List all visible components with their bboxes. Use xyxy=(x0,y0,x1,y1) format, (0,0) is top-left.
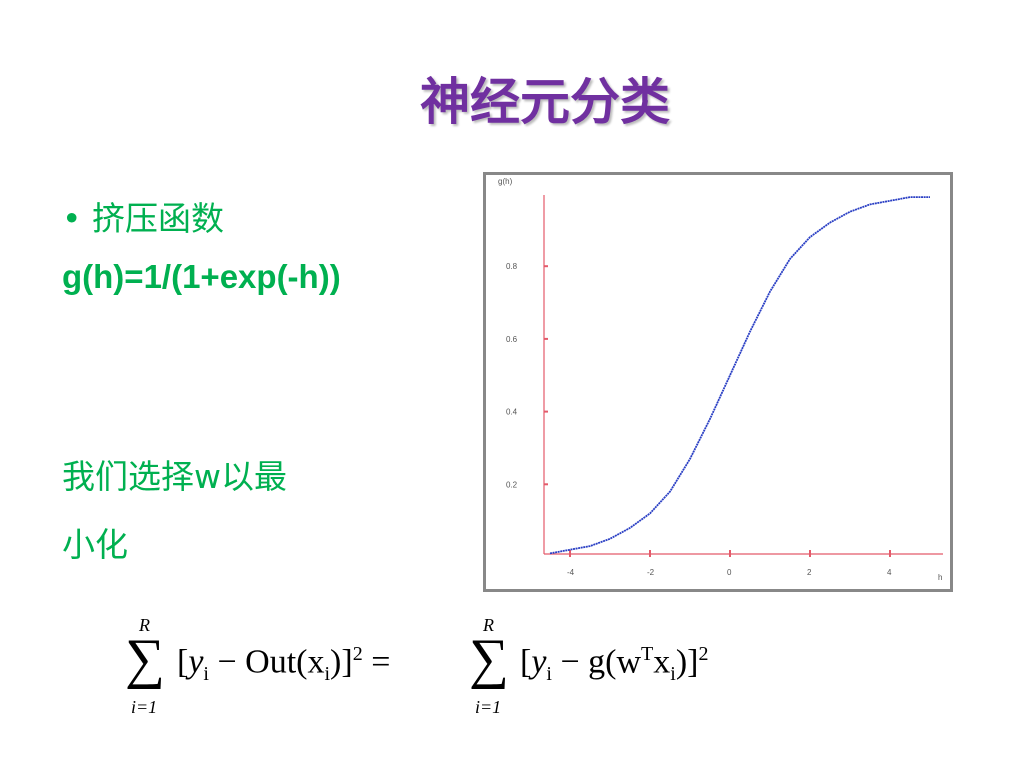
note-line: 小化 xyxy=(62,525,128,564)
x-tick-label: -2 xyxy=(647,568,655,577)
sum-lower: i=1 xyxy=(131,697,158,717)
y-tick-label: 0.2 xyxy=(506,480,518,489)
slide-title: 神经元分类 xyxy=(420,73,670,131)
eq-part: [ xyxy=(177,643,189,681)
x-tick-label: 4 xyxy=(887,568,892,577)
sum-lower: i=1 xyxy=(475,697,502,717)
term: [yi − Out(xi)]2 = xyxy=(177,643,399,686)
x-tick-label: 2 xyxy=(807,568,812,577)
eq-part: i xyxy=(203,663,209,686)
x-tick-label: 0 xyxy=(727,568,732,577)
eq-part: y xyxy=(531,643,547,681)
bullet-text: 挤压函数 xyxy=(91,199,224,238)
x-axis-label: h xyxy=(938,573,942,582)
eq-part: )] xyxy=(330,643,353,681)
eq-part: i xyxy=(670,663,676,686)
chart: 0.2 0.4 0.6 0.8 -4 -2 0 2 4 h g(h) xyxy=(483,172,953,592)
eq-part: 2 xyxy=(352,643,363,665)
y-axis-label: g(h) xyxy=(498,177,513,186)
eq-part: [ xyxy=(520,643,532,681)
term: [yi − g(wTxi)]2 xyxy=(520,643,708,686)
eq-part: − Out(x xyxy=(208,643,325,681)
y-tick-label: 0.6 xyxy=(506,335,518,344)
eq-part: y xyxy=(188,643,204,681)
eq-part: )] xyxy=(675,643,699,681)
note-line: 我们选择w以最 xyxy=(62,457,287,496)
y-tick-label: 0.4 xyxy=(506,408,518,417)
eq-part: i xyxy=(546,663,552,686)
eq-part: T xyxy=(641,643,654,665)
bullet-marker: • xyxy=(62,199,82,238)
sum-symbol: ∑ xyxy=(469,628,509,690)
x-tick-label: -4 xyxy=(567,568,575,577)
eq-part: i xyxy=(324,663,331,686)
eq-part: = xyxy=(362,643,399,681)
sum-upper: R xyxy=(483,615,494,635)
y-tick-label: 0.8 xyxy=(506,262,518,271)
eq-part: − g(w xyxy=(551,643,642,681)
formula: g(h)=1/(1+exp(-h)) xyxy=(62,258,341,295)
eq-part: 2 xyxy=(698,643,709,665)
sum-symbol: ∑ xyxy=(125,628,165,690)
sum-upper: R xyxy=(139,615,150,635)
equation: R ∑ i=1 [yi − Out(xi)]2 = R ∑ i=1 [yi − … xyxy=(125,615,785,725)
bullet: • 挤压函数 xyxy=(62,192,224,240)
eq-part: x xyxy=(653,643,671,681)
series-line xyxy=(549,196,930,555)
